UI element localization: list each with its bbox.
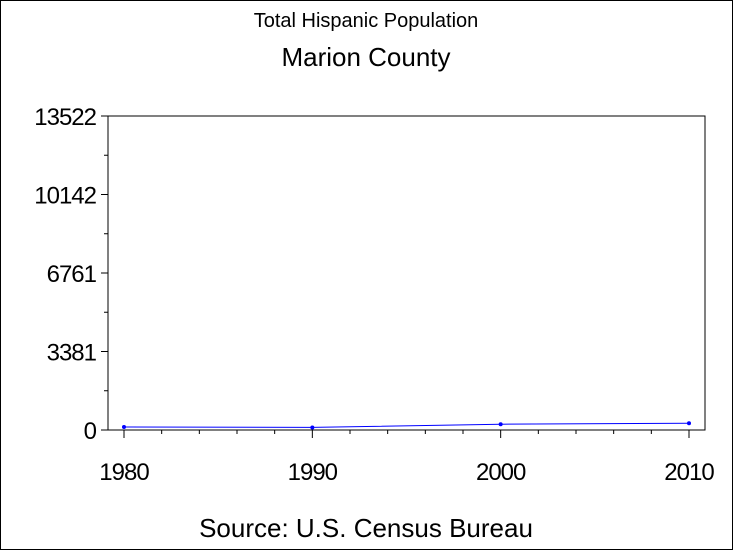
x-tick-label: 2010 <box>664 459 714 486</box>
y-tick-label: 3381 <box>47 339 97 366</box>
chart-title: Total Hispanic Population <box>254 10 479 32</box>
y-tick-label: 0 <box>84 418 97 445</box>
source-note: Source: U.S. Census Bureau <box>199 513 533 543</box>
x-tick-label: 1990 <box>288 459 338 486</box>
y-axis: 0 3381 6761 10142 13522 <box>34 104 108 445</box>
y-tick-label: 10142 <box>34 182 96 209</box>
plot-area <box>107 115 706 431</box>
y-tick-label: 13522 <box>34 104 96 131</box>
x-tick-label: 1980 <box>99 459 149 486</box>
chart-subtitle: Marion County <box>281 42 450 72</box>
series-layer <box>122 421 691 430</box>
data-point <box>122 424 126 429</box>
data-point <box>498 422 503 427</box>
series-line <box>123 422 690 428</box>
y-tick-label: 6761 <box>47 261 97 288</box>
data-point <box>687 421 691 426</box>
x-axis: 1980 1990 2000 2010 <box>99 430 715 486</box>
data-point <box>310 425 315 430</box>
x-tick-label: 2000 <box>476 459 526 486</box>
